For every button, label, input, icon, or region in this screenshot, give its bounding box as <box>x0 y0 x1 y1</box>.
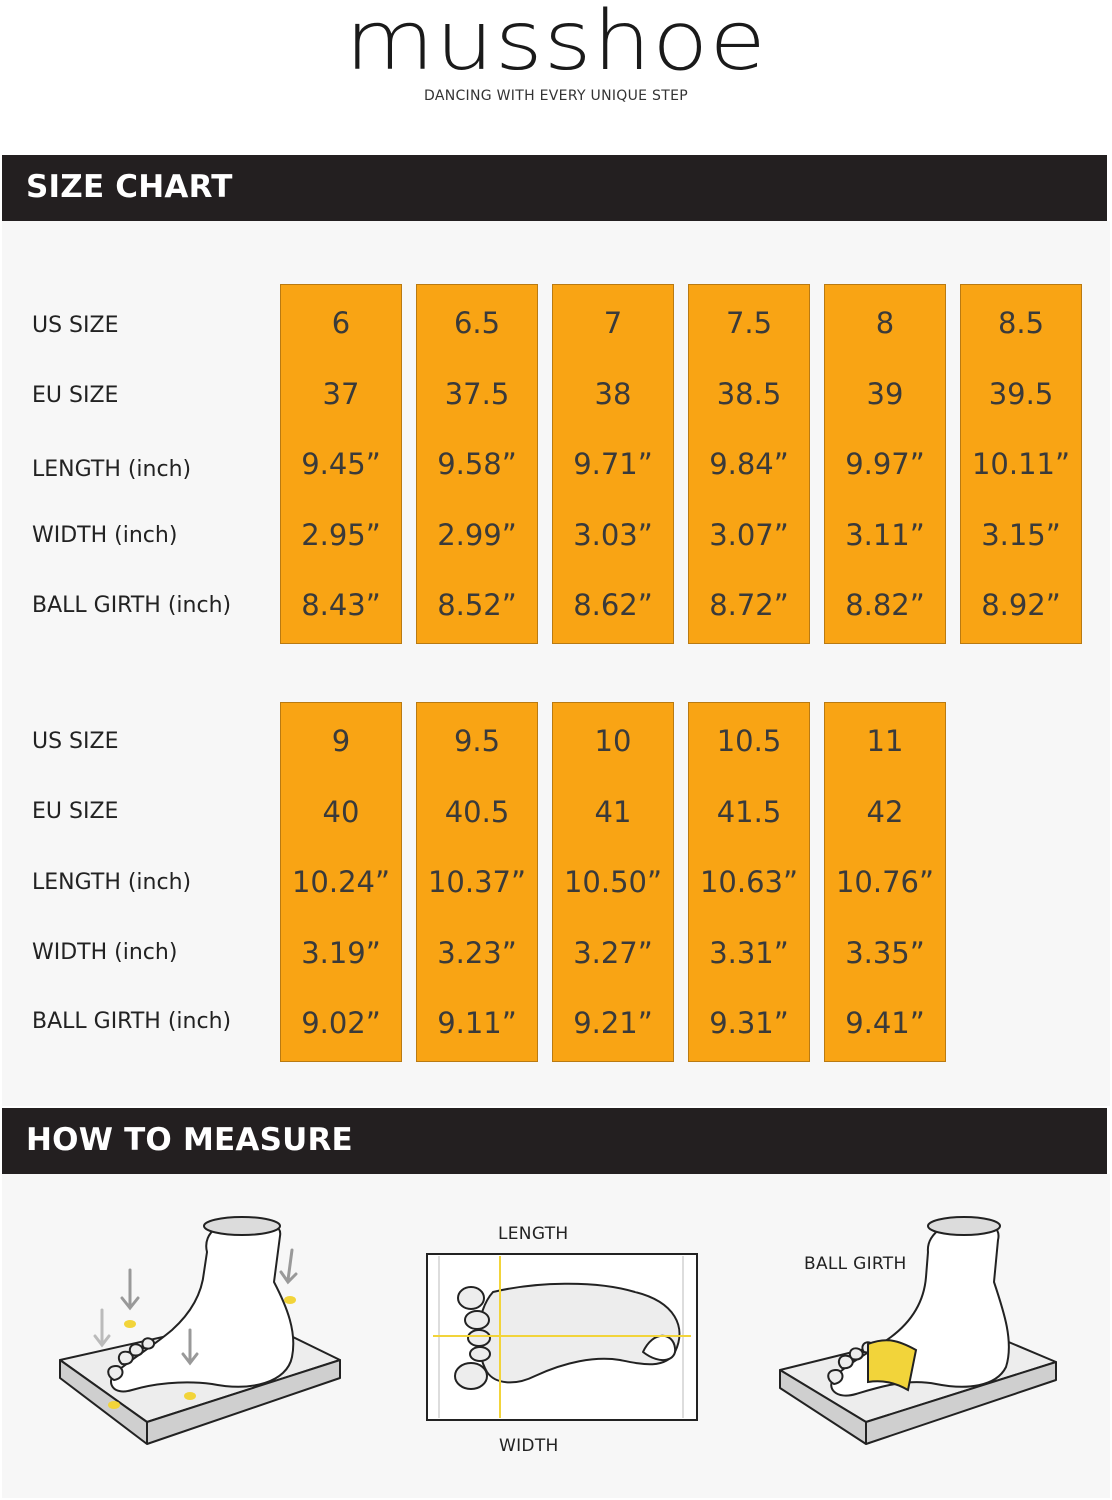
size-cell-ball-girth: 8.43” <box>301 588 381 622</box>
row-label-width: WIDTH (inch) <box>32 523 178 548</box>
row-label-width: WIDTH (inch) <box>32 940 178 965</box>
size-column: 9.5 40.5 10.37” 3.23” 9.11” <box>416 702 538 1062</box>
size-column: 8.5 39.5 10.11” 3.15” 8.92” <box>960 284 1082 644</box>
size-cell-eu: 37.5 <box>444 377 510 411</box>
length-label: LENGTH <box>498 1224 569 1244</box>
size-chart-title: SIZE CHART <box>26 169 233 205</box>
size-cell-ball-girth: 8.52” <box>437 588 517 622</box>
size-cell-length: 10.11” <box>971 447 1071 481</box>
foot-measurement-points-illustration <box>59 1216 341 1445</box>
size-cell-width: 3.07” <box>709 518 789 552</box>
size-cell-length: 9.71” <box>573 447 653 481</box>
width-label: WIDTH <box>499 1436 559 1456</box>
size-cell-us: 9.5 <box>453 724 501 758</box>
foot-length-width-illustration <box>426 1253 698 1421</box>
size-cell-width: 3.27” <box>573 936 653 970</box>
size-cell-us: 10.5 <box>716 724 782 758</box>
size-cell-eu: 39 <box>866 377 904 411</box>
size-cell-ball-girth: 9.31” <box>709 1006 789 1040</box>
size-column: 7.5 38.5 9.84” 3.07” 8.72” <box>688 284 810 644</box>
size-cell-ball-girth: 8.72” <box>709 588 789 622</box>
size-cell-eu: 40 <box>322 795 360 829</box>
size-cell-ball-girth: 9.21” <box>573 1006 653 1040</box>
size-cell-us: 7.5 <box>725 306 773 340</box>
size-cell-us: 9 <box>331 724 351 758</box>
row-label-eu-size: EU SIZE <box>32 799 119 824</box>
size-chart-header: SIZE CHART <box>2 155 1107 221</box>
size-cell-length: 9.45” <box>301 447 381 481</box>
size-cell-eu: 40.5 <box>444 795 510 829</box>
size-column: 7 38 9.71” 3.03” 8.62” <box>552 284 674 644</box>
size-cell-us: 6 <box>331 306 351 340</box>
size-cell-length: 10.50” <box>563 865 663 899</box>
size-cell-us: 11 <box>866 724 904 758</box>
row-label-ball-girth: BALL GIRTH (inch) <box>32 1009 232 1034</box>
size-column: 11 42 10.76” 3.35” 9.41” <box>824 702 946 1062</box>
foot-ball-girth-illustration <box>779 1216 1057 1445</box>
size-cell-eu: 42 <box>866 795 904 829</box>
row-label-ball-girth: BALL GIRTH (inch) <box>32 593 232 618</box>
size-cell-ball-girth: 9.41” <box>845 1006 925 1040</box>
how-to-measure-header: HOW TO MEASURE <box>2 1108 1107 1174</box>
size-cell-length: 10.63” <box>699 865 799 899</box>
size-cell-length: 10.24” <box>291 865 391 899</box>
size-cell-eu: 38 <box>594 377 632 411</box>
size-cell-eu: 37 <box>322 377 360 411</box>
size-cell-us: 7 <box>603 306 623 340</box>
size-cell-us: 6.5 <box>453 306 501 340</box>
size-column: 8 39 9.97” 3.11” 8.82” <box>824 284 946 644</box>
size-cell-us: 10 <box>594 724 632 758</box>
size-cell-eu: 39.5 <box>988 377 1054 411</box>
size-cell-length: 9.97” <box>845 447 925 481</box>
size-cell-width: 3.31” <box>709 936 789 970</box>
size-cell-ball-girth: 9.02” <box>301 1006 381 1040</box>
row-label-us-size: US SIZE <box>32 313 119 338</box>
size-cell-eu: 41.5 <box>716 795 782 829</box>
how-to-measure-title: HOW TO MEASURE <box>26 1122 353 1158</box>
size-cell-width: 3.23” <box>437 936 517 970</box>
size-column: 6 37 9.45” 2.95” 8.43” <box>280 284 402 644</box>
size-cell-ball-girth: 8.82” <box>845 588 925 622</box>
size-cell-width: 2.99” <box>437 518 517 552</box>
size-cell-length: 10.37” <box>427 865 527 899</box>
size-cell-ball-girth: 8.92” <box>981 588 1061 622</box>
size-cell-eu: 41 <box>594 795 632 829</box>
how-to-measure-panel: LENGTH WIDTH BALL GIRTH <box>2 1174 1110 1498</box>
brand-logo: musshoe <box>344 0 768 89</box>
size-cell-ball-girth: 8.62” <box>573 588 653 622</box>
size-cell-width: 3.11” <box>845 518 925 552</box>
brand-tagline: DANCING WITH EVERY UNIQUE STEP <box>423 88 688 104</box>
size-column: 6.5 37.5 9.58” 2.99” 8.52” <box>416 284 538 644</box>
size-cell-width: 3.03” <box>573 518 653 552</box>
size-cell-us: 8.5 <box>997 306 1045 340</box>
size-cell-width: 2.95” <box>301 518 381 552</box>
size-chart-panel: US SIZE EU SIZE LENGTH (inch) WIDTH (inc… <box>2 221 1110 1106</box>
row-label-us-size: US SIZE <box>32 729 119 754</box>
size-cell-width: 3.19” <box>301 936 381 970</box>
size-column: 10.5 41.5 10.63” 3.31” 9.31” <box>688 702 810 1062</box>
size-cell-ball-girth: 9.11” <box>437 1006 517 1040</box>
row-label-eu-size: EU SIZE <box>32 383 119 408</box>
size-cell-length: 9.84” <box>709 447 789 481</box>
size-cell-width: 3.35” <box>845 936 925 970</box>
size-cell-us: 8 <box>875 306 895 340</box>
size-column: 9 40 10.24” 3.19” 9.02” <box>280 702 402 1062</box>
row-label-length: LENGTH (inch) <box>32 870 192 895</box>
size-cell-length: 10.76” <box>835 865 935 899</box>
size-column: 10 41 10.50” 3.27” 9.21” <box>552 702 674 1062</box>
size-cell-length: 9.58” <box>437 447 517 481</box>
row-label-length: LENGTH (inch) <box>32 457 192 482</box>
ball-girth-label: BALL GIRTH <box>804 1254 907 1274</box>
brand-header: musshoe DANCING WITH EVERY UNIQUE STEP <box>0 0 1112 150</box>
size-cell-width: 3.15” <box>981 518 1061 552</box>
size-cell-eu: 38.5 <box>716 377 782 411</box>
